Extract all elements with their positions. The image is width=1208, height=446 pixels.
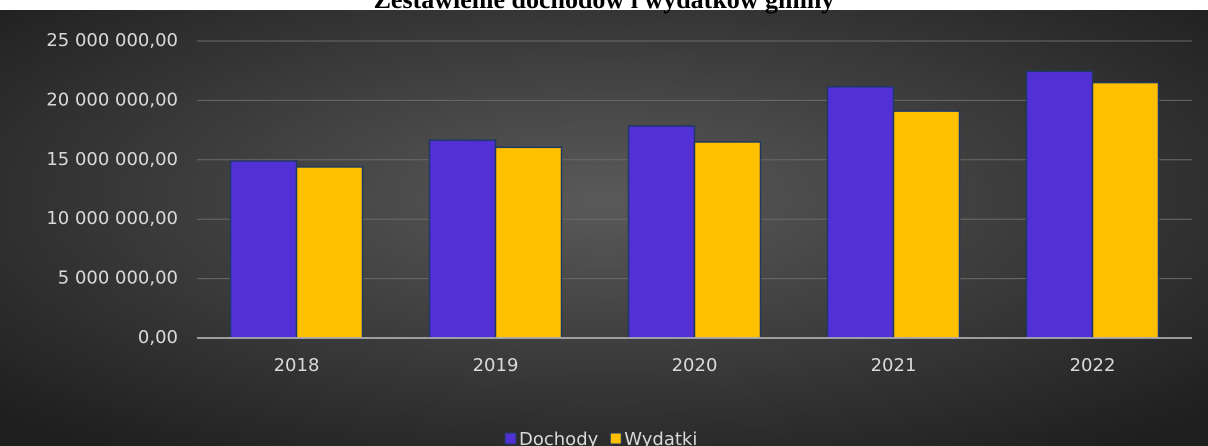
legend-swatch xyxy=(504,432,517,445)
x-tick-label: 2018 xyxy=(274,355,320,376)
y-tick-label: 10 000 000,00 xyxy=(46,208,178,229)
y-tick-label: 15 000 000,00 xyxy=(46,149,178,170)
bar xyxy=(295,166,364,339)
legend-swatch xyxy=(609,432,622,445)
legend-label: Wydatki xyxy=(624,429,697,446)
chart-title: Zestawienie dochodów i wydatków gminy xyxy=(374,0,835,14)
x-tick-label: 2021 xyxy=(871,355,917,376)
bar xyxy=(229,160,298,339)
y-tick-label: 25 000 000,00 xyxy=(46,30,178,51)
y-tick-label: 20 000 000,00 xyxy=(46,89,178,110)
bar xyxy=(693,141,762,339)
bar xyxy=(826,85,895,339)
bar xyxy=(428,139,497,339)
bar xyxy=(1025,70,1094,339)
bar xyxy=(494,146,563,339)
y-tick-label: 0,00 xyxy=(138,327,178,348)
x-tick-label: 2019 xyxy=(473,355,519,376)
y-tick-label: 5 000 000,00 xyxy=(58,268,178,289)
title-band xyxy=(0,0,1208,10)
legend-label: Dochody xyxy=(519,429,599,446)
bar xyxy=(1091,81,1160,339)
bar xyxy=(627,125,696,339)
x-tick-label: 2022 xyxy=(1070,355,1116,376)
bar xyxy=(892,110,961,339)
x-tick-label: 2020 xyxy=(672,355,718,376)
